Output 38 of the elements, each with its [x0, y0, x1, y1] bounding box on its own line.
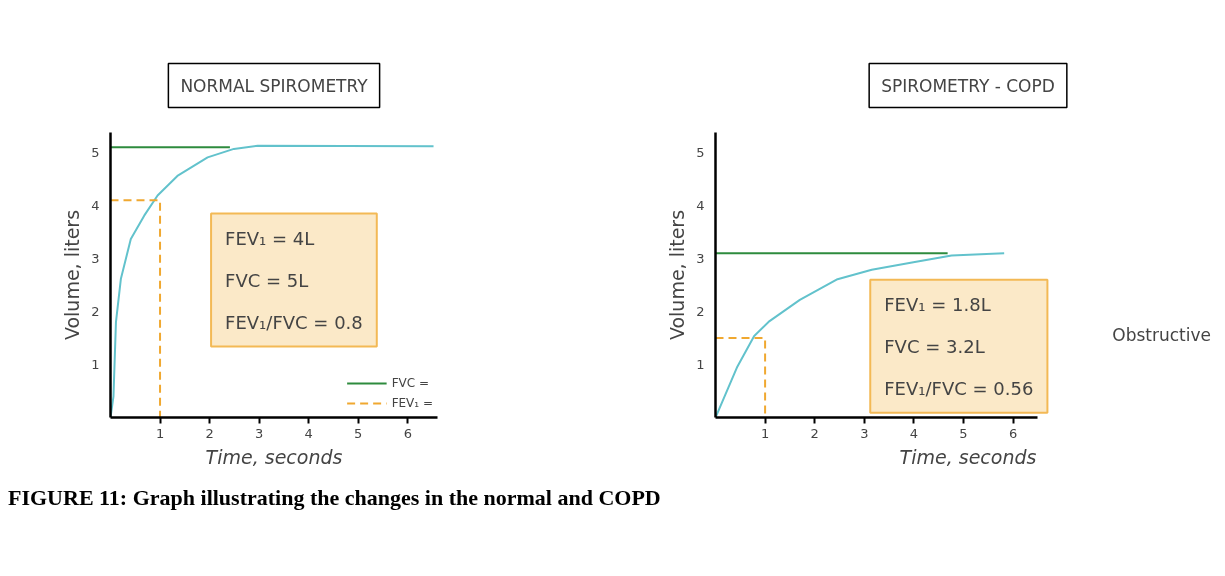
y-tick-label: 3 [91, 251, 100, 267]
text: Obstructive [1112, 325, 1212, 346]
y-axis-title: Volume, liters [666, 209, 689, 341]
annotation: FEV₁ = 1.8L [884, 293, 991, 315]
x-tick-label: 4 [909, 425, 919, 441]
y-axis-title: Volume, liters [61, 209, 84, 341]
x-tick-label: 3 [255, 425, 264, 441]
y-tick-label: 2 [696, 304, 705, 320]
x-tick-label: 1 [155, 425, 165, 441]
annotation: FEV₁/FVC = 0.8 [225, 311, 363, 333]
x-axis-title: Time, seconds [899, 445, 1037, 468]
annotation: FEV₁/FVC = 0.56 [884, 377, 1034, 399]
annotation: FVC = 3.2L [884, 335, 985, 357]
annotation: FVC = 5L [225, 269, 309, 291]
x-tick-label: 5 [354, 425, 363, 441]
x-axis-title: Time, seconds [205, 445, 343, 468]
x-tick-label: 5 [959, 425, 968, 441]
y-tick-label: 1 [91, 357, 100, 373]
y-tick-label: 4 [696, 198, 705, 214]
caption: FIGURE 11: Graph illustrating the changes in the normal and COPD [8, 484, 661, 512]
y-tick-label: 5 [91, 145, 100, 161]
y-tick-label: 4 [91, 198, 100, 214]
chart-title: SPIROMETRY - COPD [881, 75, 1055, 96]
x-tick-label: 3 [860, 425, 869, 441]
x-tick-label: 2 [205, 425, 214, 441]
x-tick-label: 6 [403, 425, 412, 441]
legend-label: FVC = [391, 376, 429, 390]
x-tick-label: 1 [760, 425, 770, 441]
x-tick-label: 4 [304, 425, 313, 441]
x-tick-label: 2 [810, 425, 819, 441]
chart-title: NORMAL SPIROMETRY [180, 75, 369, 96]
y-tick-label: 3 [696, 251, 705, 267]
y-tick-label: 5 [696, 145, 705, 161]
x-tick-label: 6 [1008, 425, 1018, 441]
annotation: FEV₁ = 4L [225, 227, 315, 249]
legend-label: FEV₁ = [391, 396, 433, 410]
y-tick-label: 1 [696, 357, 705, 373]
y-tick-label: 2 [91, 304, 100, 320]
